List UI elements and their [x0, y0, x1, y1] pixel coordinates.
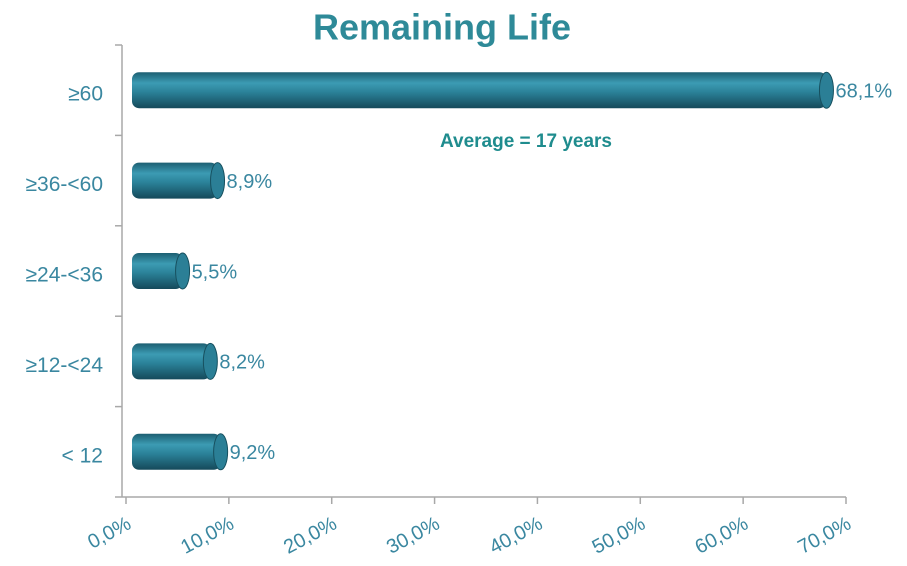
x-tick-label: 50,0% [589, 513, 650, 559]
value-label: 8,2% [219, 352, 265, 374]
chart-title: Remaining Life [313, 7, 571, 48]
bar [132, 433, 221, 470]
value-label: 8,9% [227, 171, 273, 193]
x-tick-label: 30,0% [383, 513, 444, 559]
bar-cap [818, 71, 834, 109]
bar-cap [213, 433, 229, 471]
bar-cap [202, 342, 218, 380]
x-tick-label: 60,0% [692, 513, 753, 559]
x-tick-label: 20,0% [280, 513, 341, 559]
bar [132, 343, 211, 380]
y-tick-label: ≥36-<60 [26, 173, 104, 196]
annotation: Average = 17 years [440, 131, 612, 152]
y-tick-label: ≥60 [68, 83, 103, 106]
y-tick-label: ≥12-<24 [26, 354, 104, 377]
y-tick-label: ≥24-<36 [26, 264, 104, 287]
x-tick-label: 70,0% [794, 513, 855, 559]
x-tick-label: 0,0% [84, 513, 135, 554]
x-tick-label: 10,0% [177, 513, 238, 559]
bar-cap [175, 252, 191, 290]
bar [132, 72, 827, 109]
bar [132, 162, 218, 199]
bar [132, 253, 183, 289]
value-label: 9,2% [230, 442, 276, 464]
value-label: 68,1% [835, 80, 892, 102]
bar-cap [210, 162, 226, 200]
x-tick-label: 40,0% [486, 513, 547, 559]
y-tick-label: < 12 [62, 444, 103, 467]
value-label: 5,5% [192, 261, 238, 283]
